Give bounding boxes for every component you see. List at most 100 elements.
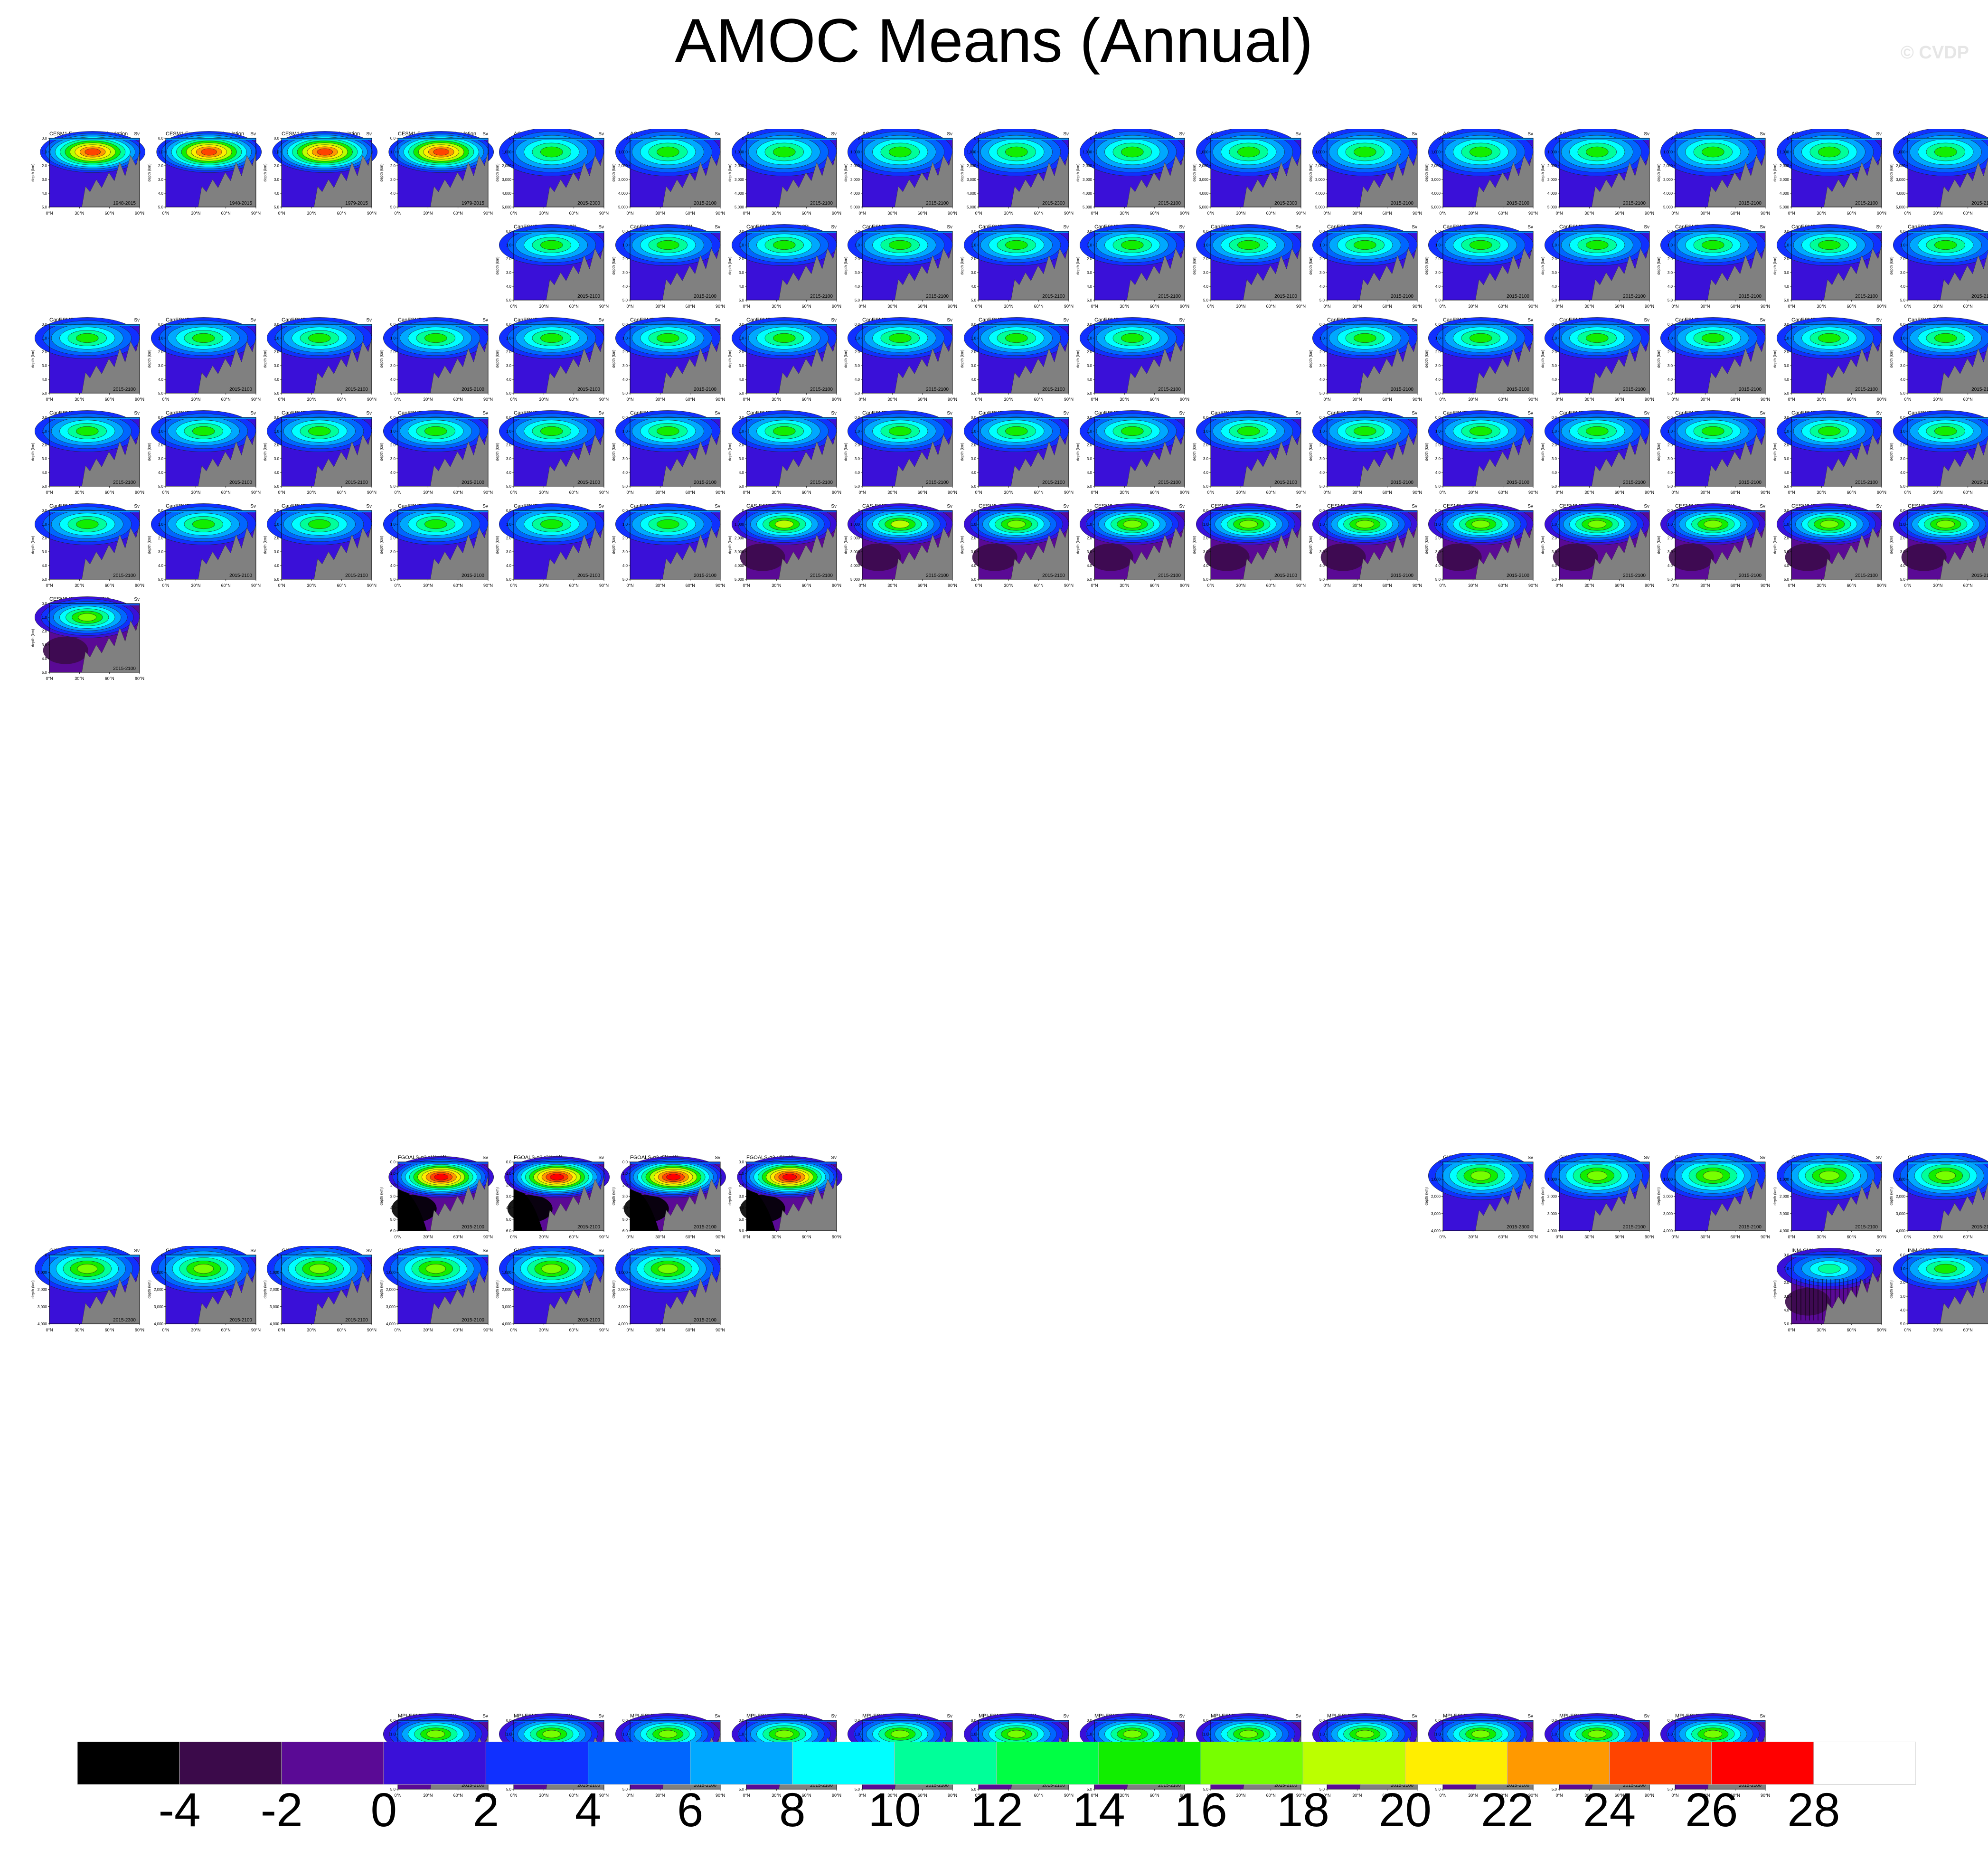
x-tick-label: 0°N <box>1323 1793 1330 1798</box>
panel-period: 2015-2300 <box>1274 201 1297 206</box>
y-tick-label: 5.0 <box>1552 298 1557 302</box>
y-tick-label: 2.0 <box>738 443 744 447</box>
x-tick-label: 30°N <box>1933 583 1942 588</box>
x-tick-label: 60°N <box>918 1793 927 1798</box>
amoc-panel: CanESM5 r17i1p1f1Sv2015-21000.01.02.03.0… <box>494 315 610 406</box>
panel-units: Sv <box>1644 318 1649 323</box>
panel-period: 2015-2100 <box>578 573 601 578</box>
surface-band <box>1559 231 1649 233</box>
panel-period: 2015-2100 <box>1855 480 1878 485</box>
bathymetry-mask <box>82 524 140 580</box>
amoc-panel-plot: CanESM5 r4i1p1f1Sv2015-21000.01.02.03.04… <box>1309 410 1422 495</box>
y-tick-label: 3.0 <box>1203 271 1209 275</box>
panel-period: 2015-2100 <box>578 480 601 485</box>
y-tick-label: 3.0 <box>1435 364 1441 368</box>
x-tick-label: 60°N <box>221 397 230 402</box>
y-tick-label: 5.0 <box>158 391 163 396</box>
y-tick-label: 1,000 <box>850 150 860 154</box>
amoc-panel-plot: CanESM5 r12i1p2f1Sv2015-21000.01.02.03.0… <box>1424 224 1538 309</box>
panel-units: Sv <box>947 504 953 509</box>
surface-band <box>630 138 720 140</box>
negative-cell <box>1088 543 1134 571</box>
panel-period: 2015-2100 <box>1971 480 1988 485</box>
x-tick-label: 60°N <box>686 304 695 309</box>
surface-band <box>1094 1720 1185 1722</box>
y-tick-label: 6.0 <box>738 1229 744 1233</box>
y-tick-label: 4,000 <box>1663 1229 1673 1233</box>
plot-frame <box>1675 231 1766 301</box>
amoc-panel: CanESM5 r9i1p2f1Sv2015-21000.01.02.03.04… <box>610 501 726 593</box>
x-tick-label: 60°N <box>1847 1328 1856 1332</box>
y-tick-label: 5.0 <box>1784 577 1790 582</box>
contour-band <box>85 148 101 156</box>
y-tick-label: 1.0 <box>390 1171 396 1176</box>
plot-frame <box>49 603 140 673</box>
bathymetry-mask <box>662 431 721 487</box>
bathymetry-mask <box>430 151 489 208</box>
x-tick-label: 0°N <box>1207 583 1214 588</box>
amoc-panel-plot: CanESM5 r15i1p1f1Sv2015-21000.01.02.03.0… <box>31 317 144 402</box>
amoc-panel: CanESM5 r19i1p2f1Sv2015-21000.01.02.03.0… <box>1074 315 1191 406</box>
panel-units: Sv <box>831 225 837 230</box>
y-tick-label: 3.0 <box>274 178 280 182</box>
panel-units: Sv <box>1412 318 1417 323</box>
x-tick-label: 90°N <box>1180 490 1189 495</box>
x-tick-label: 90°N <box>1528 304 1538 309</box>
amoc-panel: CESM2-WACCM r5i1p1f1Sv2015-21000.01.02.0… <box>29 594 146 686</box>
y-tick-label: 6.0 <box>506 1229 512 1233</box>
y-tick-label: 1.0 <box>274 150 280 154</box>
negative-cell <box>746 1186 775 1231</box>
y-tick-label: 1.0 <box>390 336 396 340</box>
y-tick-label: 2,000 <box>735 536 744 540</box>
contour-band <box>1237 426 1260 436</box>
y-axis-label: depth (km) <box>1889 1187 1894 1206</box>
y-tick-label: 1.0 <box>1087 429 1093 434</box>
y-tick-label: 1.0 <box>1203 522 1209 527</box>
panel-period: 2015-2100 <box>1623 573 1646 578</box>
bathymetry-mask <box>1707 245 1766 301</box>
contour-band <box>1237 240 1260 250</box>
y-tick-label: 6.0 <box>390 1229 396 1233</box>
amoc-panel: CESM2-WACCM r1i1p1f1Sv2015-21000.01.02.0… <box>1539 501 1656 593</box>
panel-units: Sv <box>1876 411 1882 416</box>
x-tick-label: 60°N <box>337 490 347 495</box>
contour-band <box>1121 426 1144 436</box>
y-tick-label: 0.0 <box>42 602 47 606</box>
amoc-panel-plot: CanESM5 r13i1p2f1Sv2015-21000.01.02.03.0… <box>1657 224 1770 309</box>
x-tick-label: 60°N <box>1963 304 1972 309</box>
amoc-panel: CanESM5 r24i1p2f1Sv2015-21000.01.02.03.0… <box>494 408 610 500</box>
panel-period: 2015-2100 <box>1855 387 1878 392</box>
negative-cell <box>1785 543 1830 571</box>
y-tick-label: 2.0 <box>1900 350 1905 354</box>
x-tick-label: 60°N <box>686 397 695 402</box>
panel-units: Sv <box>599 132 604 137</box>
plot-frame <box>1559 138 1650 208</box>
y-tick-label: 5.0 <box>1435 1787 1441 1792</box>
x-tick-label: 30°N <box>1236 304 1245 309</box>
x-tick-label: 90°N <box>716 397 725 402</box>
panel-period: 2015-2100 <box>462 1783 484 1788</box>
y-tick-label: 3,000 <box>850 550 860 554</box>
plot-frame <box>1675 324 1766 394</box>
x-tick-label: 60°N <box>1963 397 1972 402</box>
y-tick-label: 0.0 <box>274 136 280 141</box>
panel-period: 2015-2100 <box>229 480 252 485</box>
x-tick-label: 30°N <box>1004 397 1013 402</box>
y-tick-label: 1,000 <box>1896 1177 1906 1181</box>
colorbar-tick-label: 12 <box>970 1783 1023 1837</box>
y-axis-label: depth (km) <box>263 443 267 461</box>
y-tick-label: 4.0 <box>1435 284 1441 289</box>
x-tick-label: 30°N <box>887 397 897 402</box>
y-tick-label: 2,000 <box>1315 164 1325 168</box>
y-tick-label: 4.0 <box>1784 471 1790 475</box>
y-tick-label: 1.0 <box>1900 429 1905 434</box>
bathymetry-mask <box>82 617 140 673</box>
x-tick-label: 60°N <box>221 1328 230 1332</box>
contour-band <box>1007 520 1026 528</box>
x-tick-label: 60°N <box>1034 490 1043 495</box>
y-tick-label: 4.0 <box>971 284 977 289</box>
y-axis-label: depth (km) <box>844 536 848 554</box>
plot-frame <box>513 324 604 394</box>
panel-units: Sv <box>1179 504 1185 509</box>
surface-band <box>1559 510 1649 512</box>
